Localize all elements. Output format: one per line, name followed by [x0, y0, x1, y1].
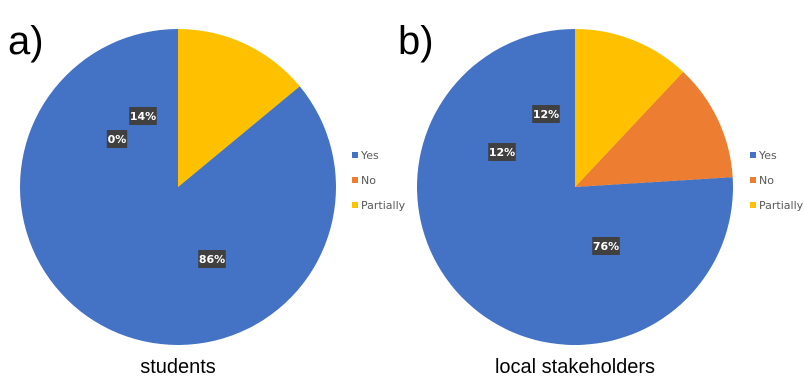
data-label-no: 12%	[489, 146, 515, 159]
legend: Yes No Partially	[750, 149, 804, 212]
panel-label: a)	[8, 19, 44, 63]
legend-swatch-yes	[750, 152, 756, 158]
legend-label-partially: Partially	[759, 199, 804, 212]
data-labels: 86% 0%14%	[106, 107, 226, 268]
pie-chart-students: a) 86% 0%14% Yes No Partially students	[8, 19, 406, 378]
pie-chart-local-stakeholders: b) 76% 12% 12% Yes No Partially local stakeh…	[398, 19, 804, 378]
data-label-no: 0%	[108, 133, 127, 146]
chart-caption: local stakeholders	[495, 356, 655, 378]
legend-label-no: No	[361, 174, 376, 187]
legend-label-yes: Yes	[758, 149, 777, 162]
data-label-box	[198, 250, 226, 268]
data-label-yes: 86%	[199, 253, 225, 266]
legend-swatch-partially	[352, 202, 358, 208]
data-label-partially: 12%	[533, 108, 559, 121]
data-label-box	[106, 130, 128, 148]
pie-slice-yes	[417, 29, 734, 345]
chart-caption: students	[140, 356, 216, 378]
data-label-partially: 14%	[130, 110, 156, 123]
legend-swatch-partially	[750, 202, 756, 208]
pie-slice-yes	[19, 29, 336, 345]
pie-slice-no	[575, 71, 733, 187]
legend-label-yes: Yes	[360, 149, 379, 162]
panel-label: b)	[398, 19, 434, 63]
legend-swatch-yes	[352, 152, 358, 158]
legend-swatch-no	[352, 177, 358, 183]
pie-slice-partially	[178, 29, 300, 187]
data-labels: 76% 12% 12%	[488, 105, 620, 255]
legend-label-no: No	[759, 174, 774, 187]
data-label-box	[488, 143, 516, 161]
legend: Yes No Partially	[352, 149, 406, 212]
data-label-box	[532, 105, 560, 123]
pie-slices	[417, 28, 734, 345]
data-label-box	[129, 107, 157, 125]
legend-swatch-no	[750, 177, 756, 183]
data-label-yes: 76%	[593, 240, 619, 253]
pie-slices	[19, 29, 336, 345]
pie-slice-partially	[575, 28, 684, 187]
legend-label-partially: Partially	[361, 199, 406, 212]
data-label-box	[592, 237, 620, 255]
